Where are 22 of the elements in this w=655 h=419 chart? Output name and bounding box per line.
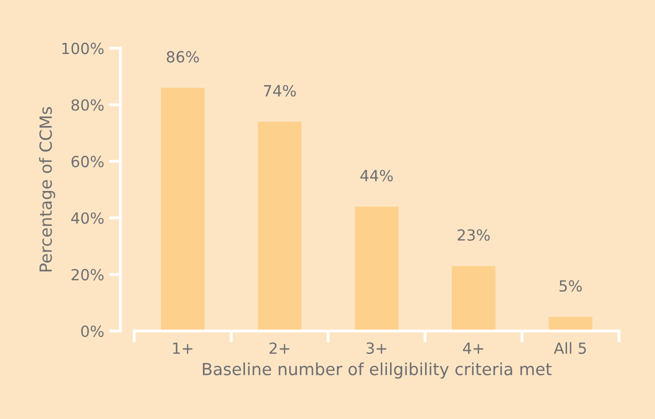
y-tick-label: 20% [72, 268, 104, 280]
x-tick-label: All 5 [554, 342, 586, 354]
y-tick-label: 40% [71, 212, 104, 224]
x-tick-label: 2+ [270, 342, 290, 354]
y-tick-label: 100% [62, 42, 104, 54]
bar [160, 88, 205, 332]
x-tick-label: 4+ [463, 342, 484, 354]
bar [452, 266, 496, 332]
x-axis-title: Baseline number of elilgibility criteria met [202, 362, 552, 379]
y-tick-label: 60% [72, 156, 104, 168]
data-label: 23% [458, 229, 490, 241]
y-tick-label: 80% [71, 99, 104, 111]
data-label: 86% [166, 51, 199, 63]
y-tick-label: 0% [81, 325, 104, 338]
x-tick-label: 1+ [173, 342, 192, 354]
y-axis-title: Percentage of CCMs [39, 107, 56, 272]
bar [354, 206, 398, 332]
data-label: 5% [560, 280, 582, 292]
bar [258, 122, 302, 332]
x-tick-label: 3+ [366, 342, 386, 354]
data-label: 74% [264, 84, 296, 97]
data-label: 44% [360, 170, 393, 182]
